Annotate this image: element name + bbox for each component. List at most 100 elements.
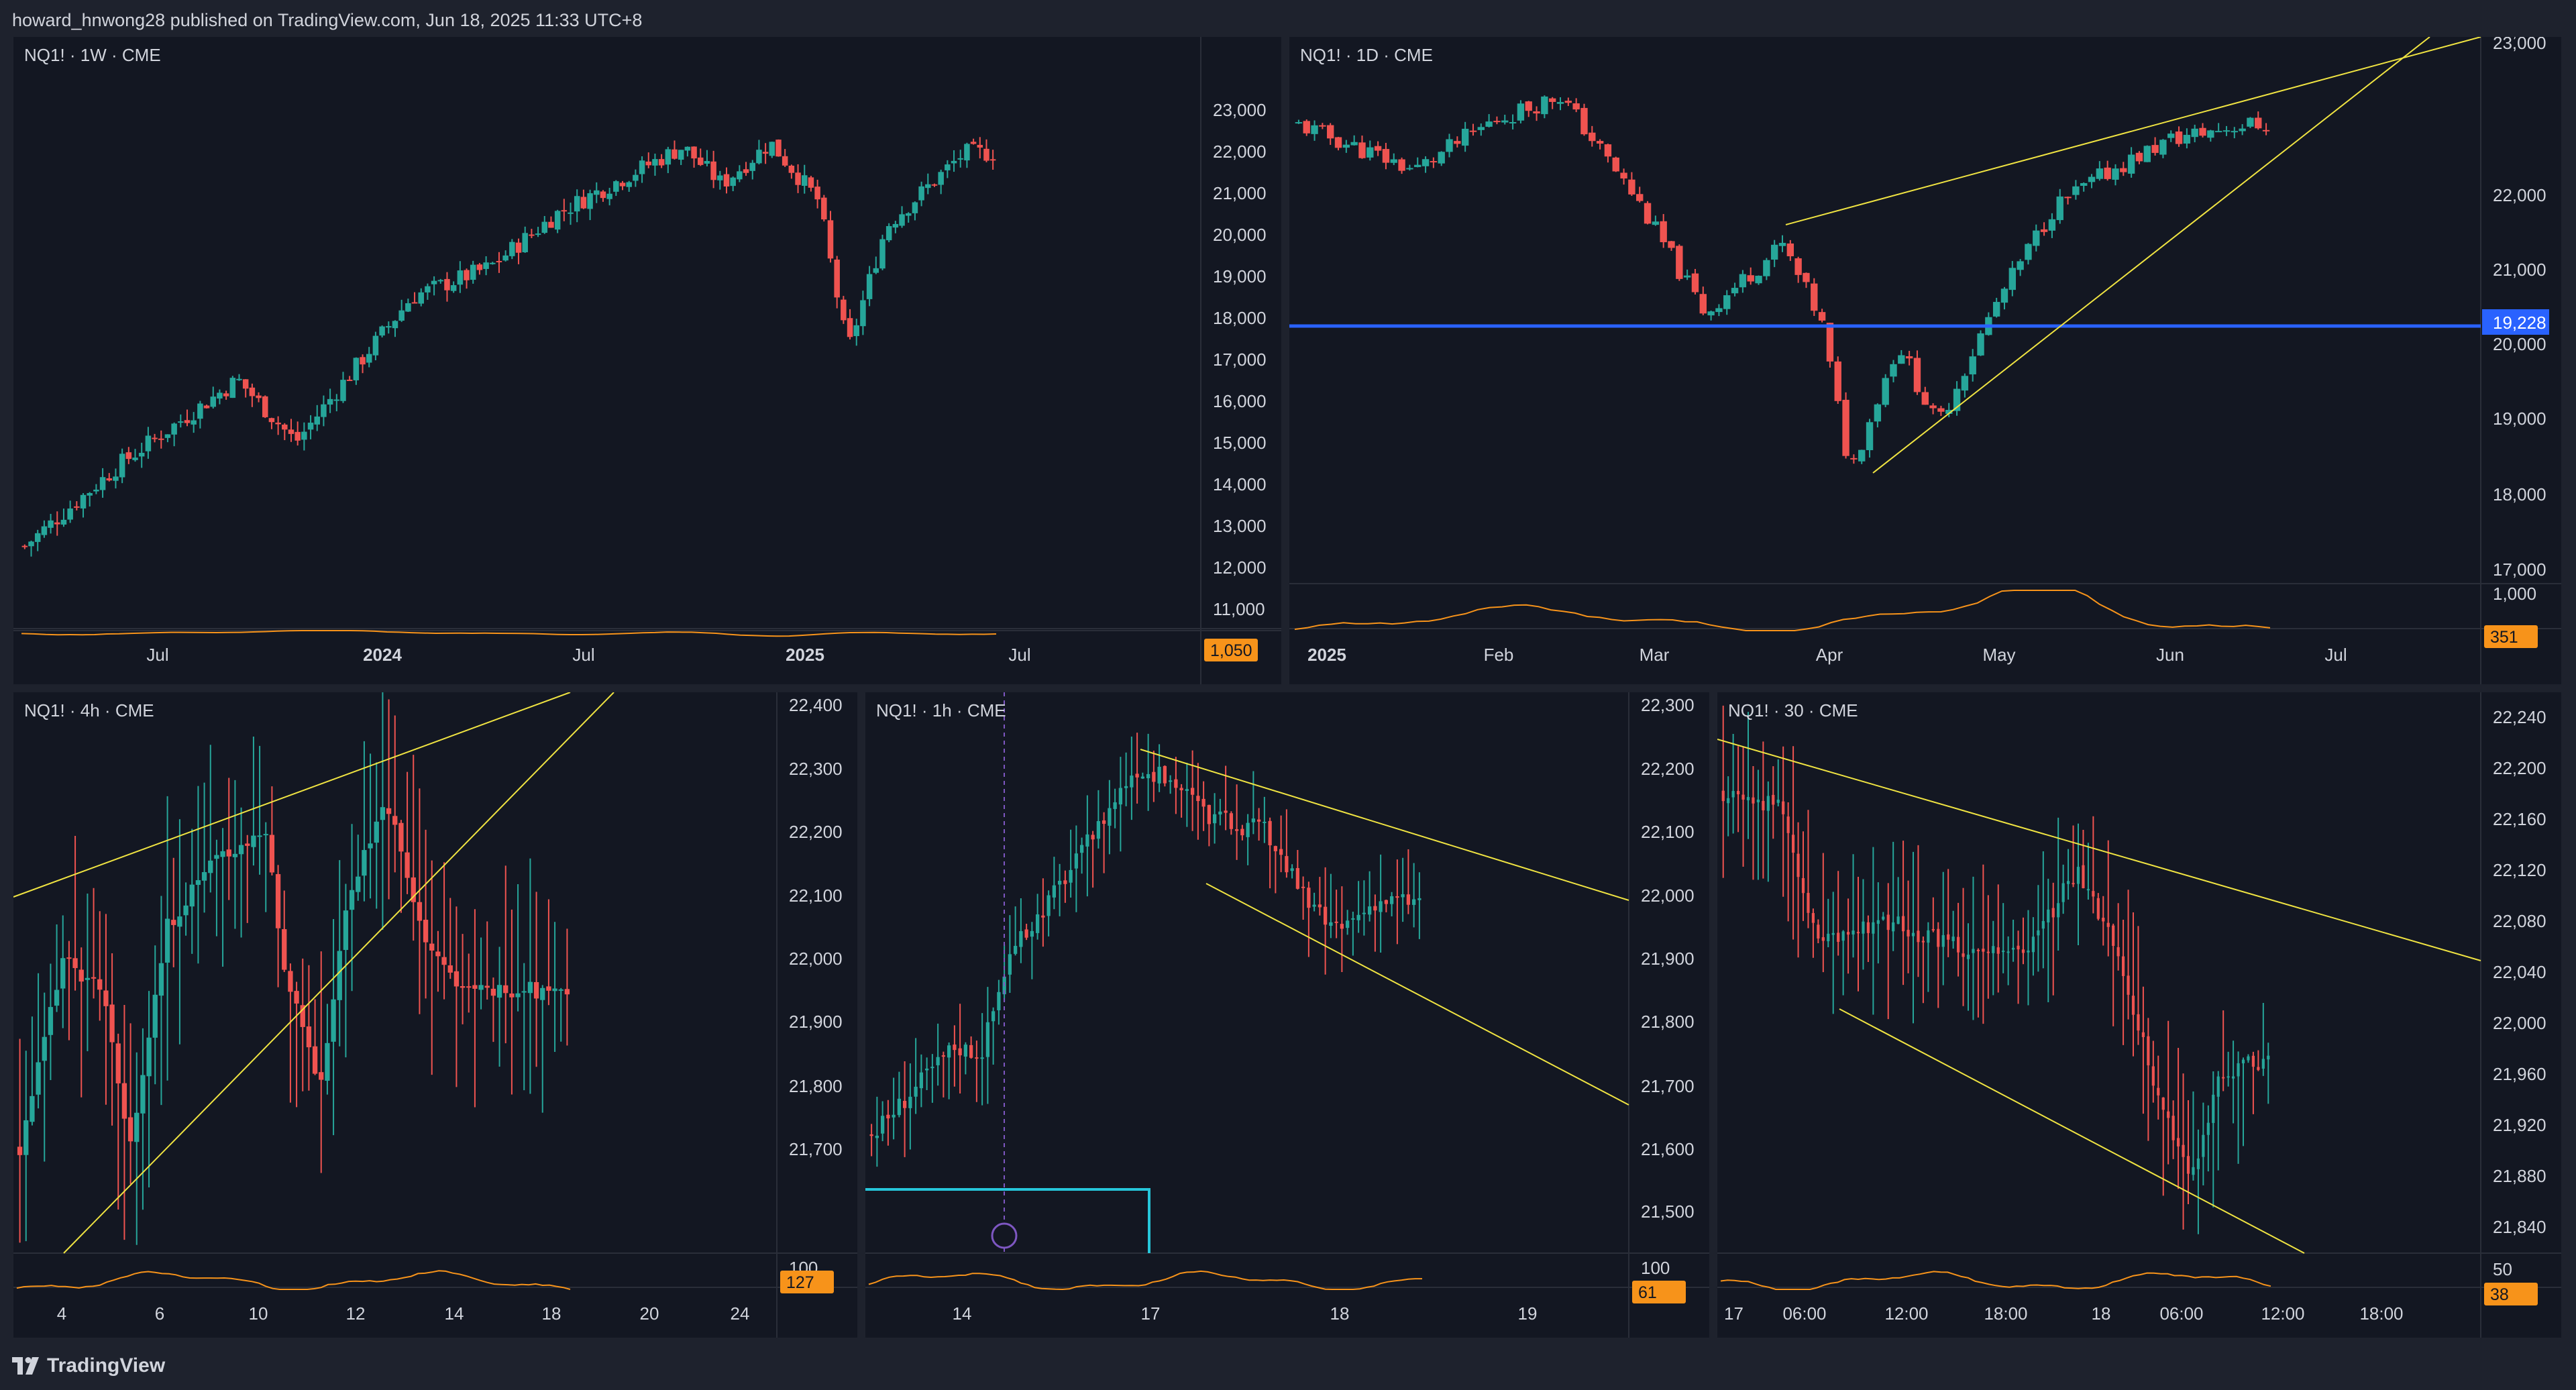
candle-body — [1307, 888, 1311, 908]
candle-body — [1882, 916, 1885, 920]
time-tick-label: Feb — [1484, 645, 1514, 665]
price-tick-label: 22,240 — [2493, 707, 2546, 727]
candle-body — [2076, 867, 2080, 884]
candle-body — [2171, 1116, 2175, 1140]
candle-body — [1907, 930, 1910, 937]
candle-body — [1847, 932, 1850, 935]
price-tick-label: 21,900 — [789, 1012, 843, 1032]
chart-panel-4h[interactable]: 22,400 22,300 22,200 22,100 22,000 21,900 21,8… — [13, 692, 857, 1338]
candle-body — [1091, 835, 1095, 840]
candle-body — [1477, 127, 1485, 130]
time-tick-label: 20 — [640, 1303, 659, 1324]
candle-body — [1992, 302, 2000, 317]
candle-body — [1817, 924, 1820, 939]
candle-body — [1966, 955, 1970, 959]
candle-body — [1992, 946, 1995, 953]
chart-panel-weekly[interactable]: 23,000 22,000 21,000 20,000 19,000 18,000 17,0… — [13, 37, 1281, 684]
candle-body — [423, 919, 429, 943]
candle-body — [1747, 275, 1754, 282]
candle-body — [1185, 789, 1189, 791]
candle-body — [2182, 1144, 2185, 1157]
candle-body — [444, 278, 450, 290]
candle-body — [132, 458, 138, 460]
candle-body — [398, 822, 404, 852]
candle-body — [1957, 937, 1960, 953]
candle-body — [853, 325, 859, 337]
candle-body — [2096, 898, 2100, 919]
chart-panel-daily[interactable]: 23,000 22,000 21,000 20,000 19,000 18,000 17,0… — [1289, 37, 2561, 684]
time-tick-label: Jul — [146, 645, 168, 665]
time-tick-label: 4 — [57, 1303, 66, 1324]
candle-body — [21, 545, 28, 547]
candle-body — [1953, 388, 1961, 411]
time-tick-label: 17 — [1724, 1303, 1743, 1324]
candle-body — [177, 916, 182, 927]
price-tick-label: 13,000 — [1213, 516, 1267, 536]
candle-body — [527, 981, 533, 994]
candle-body — [125, 452, 132, 460]
candle-body — [1874, 404, 1882, 422]
price-tick-label: 22,000 — [1641, 886, 1695, 906]
lower-channel-line — [1205, 883, 1629, 1106]
time-tick-label: 2025 — [786, 645, 824, 665]
candle-body — [2006, 951, 2010, 953]
candle-body — [113, 476, 119, 481]
candle-body — [2080, 182, 2088, 186]
candle-body — [418, 292, 424, 304]
candle-body — [902, 1100, 907, 1108]
candle-body — [307, 423, 314, 430]
candle-body — [931, 184, 938, 186]
candle-body — [2112, 168, 2119, 180]
time-tick-label: 18 — [2092, 1303, 2111, 1324]
time-tick-label: 18 — [1330, 1303, 1350, 1324]
candle-body — [1572, 103, 1580, 110]
price-tick-label: 22,080 — [2493, 911, 2546, 931]
candle-body — [912, 202, 918, 213]
candle-body — [834, 259, 840, 298]
candle-body — [1135, 773, 1139, 778]
candle-body — [2175, 131, 2183, 144]
candle-body — [66, 957, 72, 959]
candle-body — [509, 242, 515, 256]
chart-panel-1h[interactable]: 22,300 22,200 22,100 22,000 21,900 21,800 21,7… — [865, 692, 1709, 1338]
candle-body — [1374, 146, 1382, 151]
chart-panel-30m[interactable]: 22,240 22,200 22,160 22,120 22,080 22,040 22,0… — [1717, 692, 2561, 1338]
indicator-tick-label: 1,000 — [2493, 584, 2536, 604]
candle-body — [600, 191, 606, 199]
price-tick-label: 22,000 — [789, 949, 843, 969]
candle-body — [2226, 1076, 2230, 1078]
candle-body — [1723, 295, 1731, 309]
candle-body — [85, 977, 91, 980]
candle-body — [256, 395, 262, 398]
candle-body — [1756, 799, 1760, 802]
candle-body — [268, 418, 275, 423]
candle-body — [1411, 899, 1416, 905]
price-tick-label: 16,000 — [1213, 391, 1267, 411]
candle-body — [226, 849, 231, 857]
indicator-badge — [780, 1271, 834, 1293]
candle-body — [1334, 921, 1338, 923]
candle-body — [1201, 798, 1205, 807]
price-tick-label: 21,920 — [2493, 1115, 2546, 1135]
candle-body — [1190, 788, 1195, 795]
time-tick-label: 24 — [731, 1303, 750, 1324]
candle-body — [919, 1072, 924, 1089]
candle-body — [411, 877, 416, 902]
candle-body — [2017, 261, 2024, 270]
candle-body — [1446, 139, 1453, 152]
candle-body — [1312, 904, 1316, 907]
candle-body — [1917, 930, 1920, 943]
footer-brand[interactable]: TradingView — [12, 1347, 165, 1385]
candle-body — [652, 159, 658, 166]
candle-body — [437, 280, 444, 282]
candle-body — [1876, 920, 1880, 924]
candle-body — [1941, 934, 1945, 947]
candle-body — [386, 808, 392, 814]
indicator-badge — [1632, 1281, 1686, 1303]
candle-body — [1379, 901, 1383, 912]
candle-body — [665, 149, 672, 165]
candle-body — [574, 196, 580, 212]
upper-trendline — [13, 692, 571, 898]
candle-body — [991, 1011, 996, 1022]
price-tick-label: 16,000 — [2493, 37, 2546, 41]
